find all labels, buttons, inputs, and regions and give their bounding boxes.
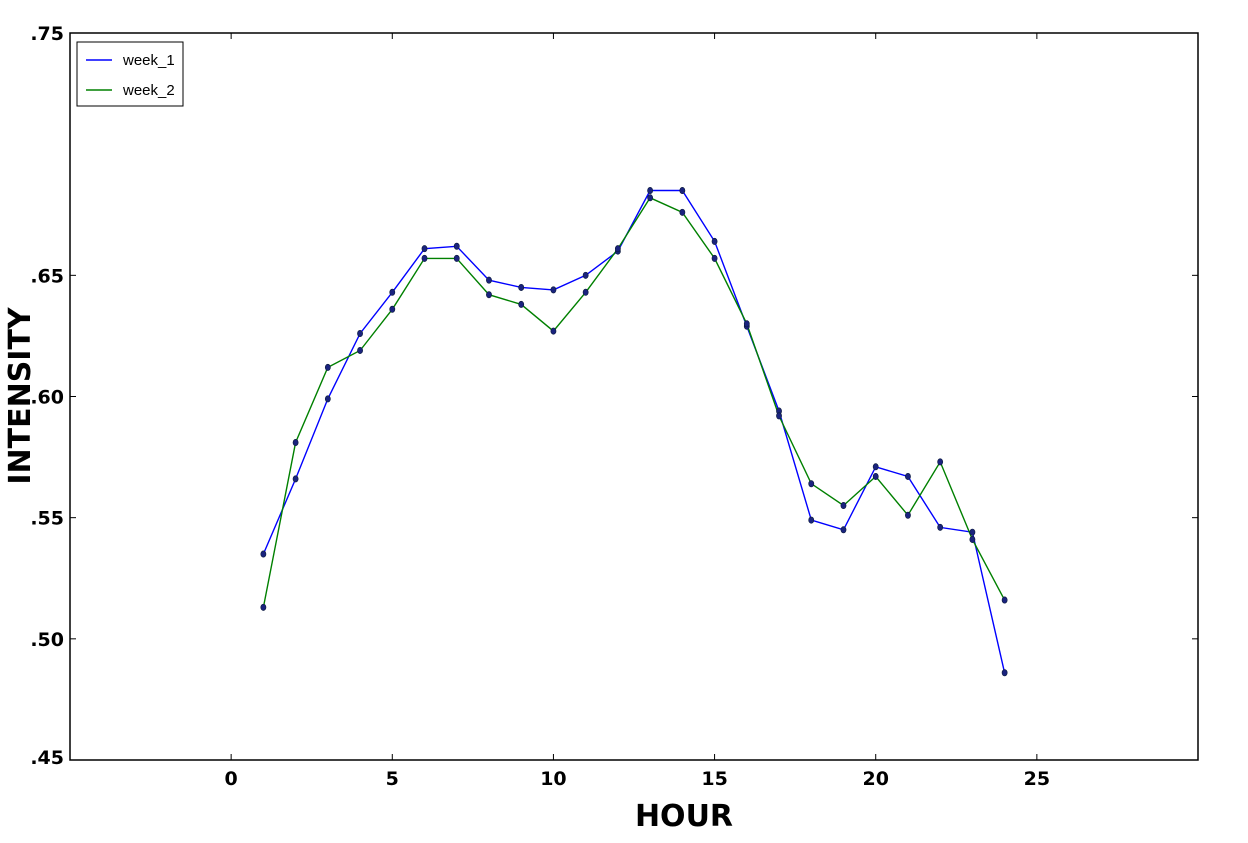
- data-point-week_1: [421, 245, 428, 253]
- x-tick-label: 25: [1024, 768, 1050, 790]
- data-point-week_1: [582, 271, 589, 279]
- data-point-week_1: [1001, 669, 1008, 677]
- data-point-week_1: [518, 283, 525, 291]
- data-point-week_1: [453, 242, 460, 250]
- data-point-week_2: [969, 535, 976, 543]
- data-point-week_2: [582, 288, 589, 296]
- data-point-week_2: [550, 327, 557, 335]
- data-point-week_1: [389, 288, 396, 296]
- data-point-week_1: [969, 528, 976, 536]
- y-tick-label: .65: [30, 265, 64, 287]
- data-point-week_1: [647, 187, 654, 195]
- data-point-week_2: [872, 472, 879, 480]
- data-point-week_1: [808, 516, 815, 524]
- data-point-week_2: [421, 254, 428, 262]
- x-tick-label: 5: [386, 768, 399, 790]
- y-tick-label: .50: [30, 629, 64, 651]
- x-tick-label: 15: [701, 768, 727, 790]
- x-tick-label: 20: [862, 768, 888, 790]
- y-axis-ticks: .45 .50 .55 .60 .65 .75: [30, 23, 1198, 769]
- data-point-week_2: [808, 480, 815, 488]
- x-axis-ticks: 0 5 10 15 20 25: [225, 33, 1050, 790]
- data-point-week_2: [486, 291, 492, 299]
- data-point-week_2: [389, 305, 396, 313]
- data-point-week_1: [357, 329, 363, 337]
- data-point-week_2: [840, 502, 847, 510]
- y-tick-label: .55: [30, 508, 64, 530]
- data-point-week_2: [260, 603, 267, 611]
- legend-box: [76, 41, 184, 107]
- x-tick-label: 0: [225, 768, 238, 790]
- x-tick-label: 10: [540, 768, 566, 790]
- x-axis-title: HOUR: [635, 799, 733, 834]
- data-point-week_1: [872, 463, 879, 471]
- y-tick-label: .45: [30, 747, 64, 769]
- data-point-week_2: [357, 346, 363, 354]
- data-point-week_2: [905, 511, 911, 519]
- data-point-week_1: [905, 472, 911, 480]
- data-point-week_2: [614, 245, 621, 253]
- data-point-week_2: [518, 300, 525, 308]
- legend: week_1 week_2: [76, 41, 184, 107]
- data-point-week_1: [937, 523, 944, 531]
- plot-frame: [69, 32, 1199, 761]
- data-point-week_2: [292, 439, 299, 447]
- data-point-week_1: [840, 526, 847, 534]
- data-point-week_1: [679, 187, 686, 195]
- y-tick-label: .60: [30, 387, 64, 409]
- legend-label-week_2: week_2: [122, 82, 175, 99]
- marker-layer: [260, 187, 1008, 677]
- data-point-week_1: [260, 550, 267, 558]
- data-point-week_1: [711, 237, 718, 245]
- data-point-week_2: [679, 208, 686, 216]
- data-point-week_1: [486, 276, 492, 284]
- series-layer: [262, 189, 1006, 673]
- data-point-week_2: [776, 412, 782, 420]
- legend-label-week_1: week_1: [122, 52, 175, 69]
- data-point-week_2: [937, 458, 944, 466]
- data-point-week_2: [711, 254, 718, 262]
- data-point-week_2: [453, 254, 460, 262]
- data-point-week_2: [647, 194, 654, 202]
- data-point-week_1: [324, 395, 331, 403]
- series-line-week_1: [262, 189, 1006, 673]
- series-line-week_2: [262, 196, 1006, 608]
- data-point-week_2: [743, 320, 750, 328]
- data-point-week_1: [292, 475, 299, 483]
- data-point-week_2: [1001, 596, 1008, 604]
- y-tick-label: .75: [30, 23, 64, 45]
- data-point-week_1: [550, 286, 557, 294]
- y-axis-title: INTENSITY: [3, 306, 38, 485]
- data-point-week_2: [324, 363, 331, 371]
